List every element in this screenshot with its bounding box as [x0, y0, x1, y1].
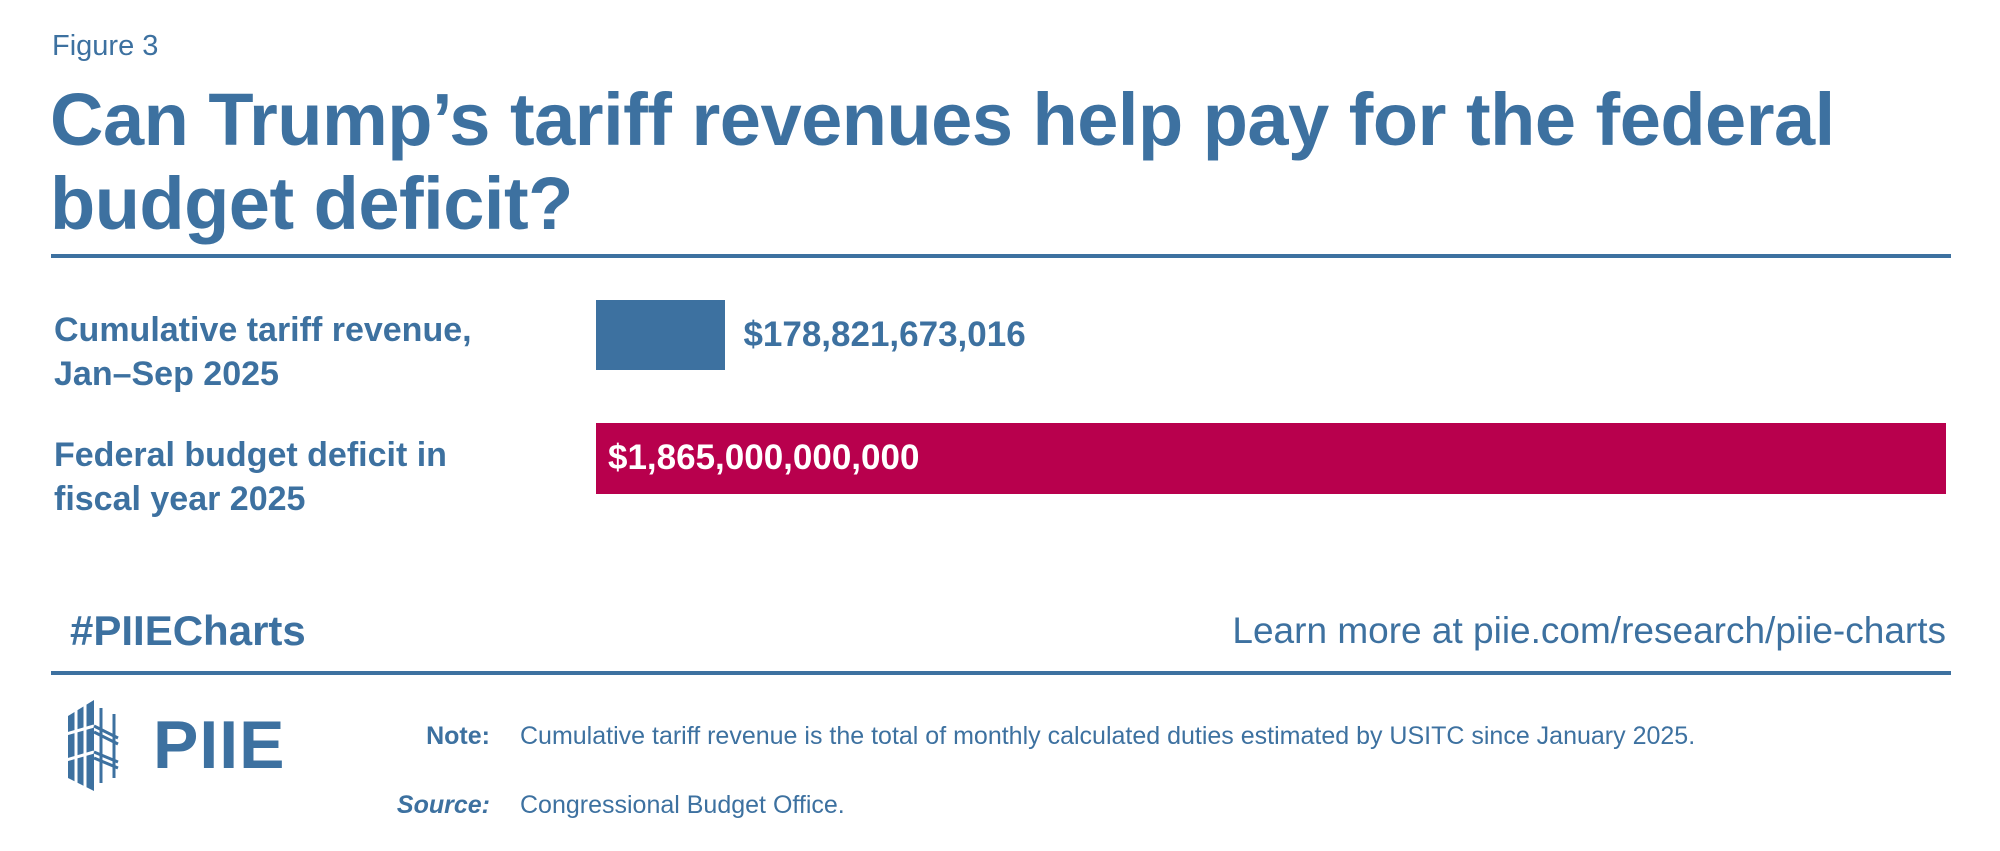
source-text: Congressional Budget Office. — [520, 791, 845, 819]
category-line: fiscal year 2025 — [54, 480, 306, 518]
piie-logo: PIIE — [65, 698, 286, 799]
note-text: Cumulative tariff revenue is the total o… — [520, 722, 1696, 750]
category-line: Jan–Sep 2025 — [54, 355, 279, 393]
data-label-tariff: $178,821,673,016 — [743, 315, 1026, 354]
bar-budget-deficit — [596, 423, 1946, 494]
logo-text: PIIE — [153, 707, 286, 783]
bar-tariff-revenue — [596, 300, 726, 370]
source-label: Source: — [396, 791, 490, 819]
data-label-deficit: $1,865,000,000,000 — [608, 438, 920, 477]
figure-label: Figure 3 — [52, 30, 159, 62]
hashtag: #PIIECharts — [70, 607, 306, 654]
category-line: Federal budget deficit in — [54, 436, 447, 474]
note-label: Note: — [426, 722, 490, 750]
learn-more-link[interactable]: Learn more at piie.com/research/piie-cha… — [1232, 610, 1946, 651]
category-label-deficit: Federal budget deficit in fiscal year 20… — [54, 433, 447, 521]
top-divider — [51, 254, 1951, 258]
footer-divider — [51, 671, 1951, 675]
chart-title: Can Trump’s tariff revenues help pay for… — [50, 78, 1835, 245]
piie-building-icon — [65, 698, 119, 794]
category-label-tariff: Cumulative tariff revenue, Jan–Sep 2025 — [54, 308, 472, 396]
category-line: Cumulative tariff revenue, — [54, 311, 472, 349]
